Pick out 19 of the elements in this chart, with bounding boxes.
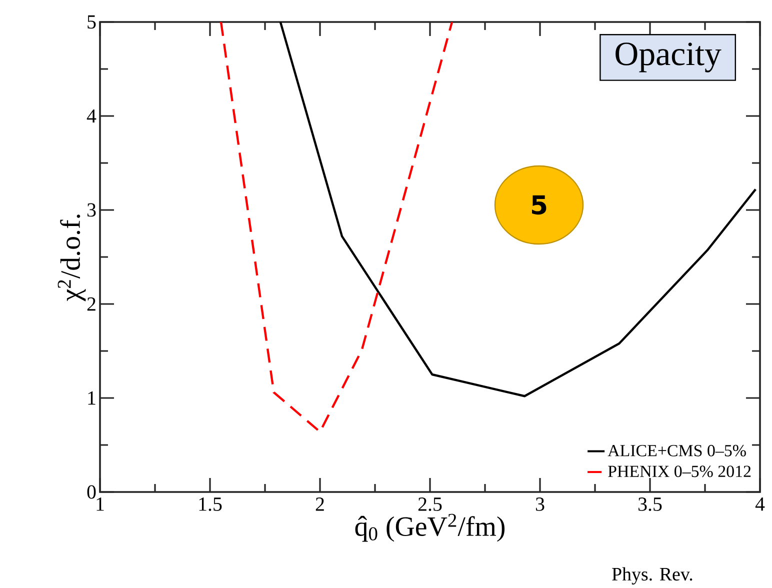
x-tick-label: 4 [755, 498, 765, 511]
legend-label: ALICE+CMS 0–5% [608, 444, 746, 456]
y-tick-label: 3 [87, 203, 96, 217]
annotation: Opacity [616, 42, 722, 72]
x-tick-label: 3.5 [638, 498, 662, 511]
text: Phys. Rev. [612, 567, 692, 584]
y-axis-title: χ$^{2}$/d.o.f. [58, 214, 86, 302]
y-tick-label: 4 [86, 109, 96, 123]
y-tick-label: 2 [87, 297, 96, 311]
y-tick-label: 0 [87, 485, 96, 499]
x-axis-title: q̂$_{0}$ (GeV$^{2}$/fm) [355, 514, 504, 542]
x-tick-label: 2.5 [418, 498, 442, 511]
y-tick-label: 1 [88, 391, 96, 405]
annotation: 5 [532, 195, 546, 215]
x-tick-label: 2 [316, 498, 324, 511]
x-tick-label: 3 [536, 498, 544, 511]
x-tick-label: 1.5 [199, 498, 222, 511]
y-tick-label: 5 [88, 15, 96, 29]
legend-label: PHENIX 0–5% 2012 [608, 466, 751, 478]
